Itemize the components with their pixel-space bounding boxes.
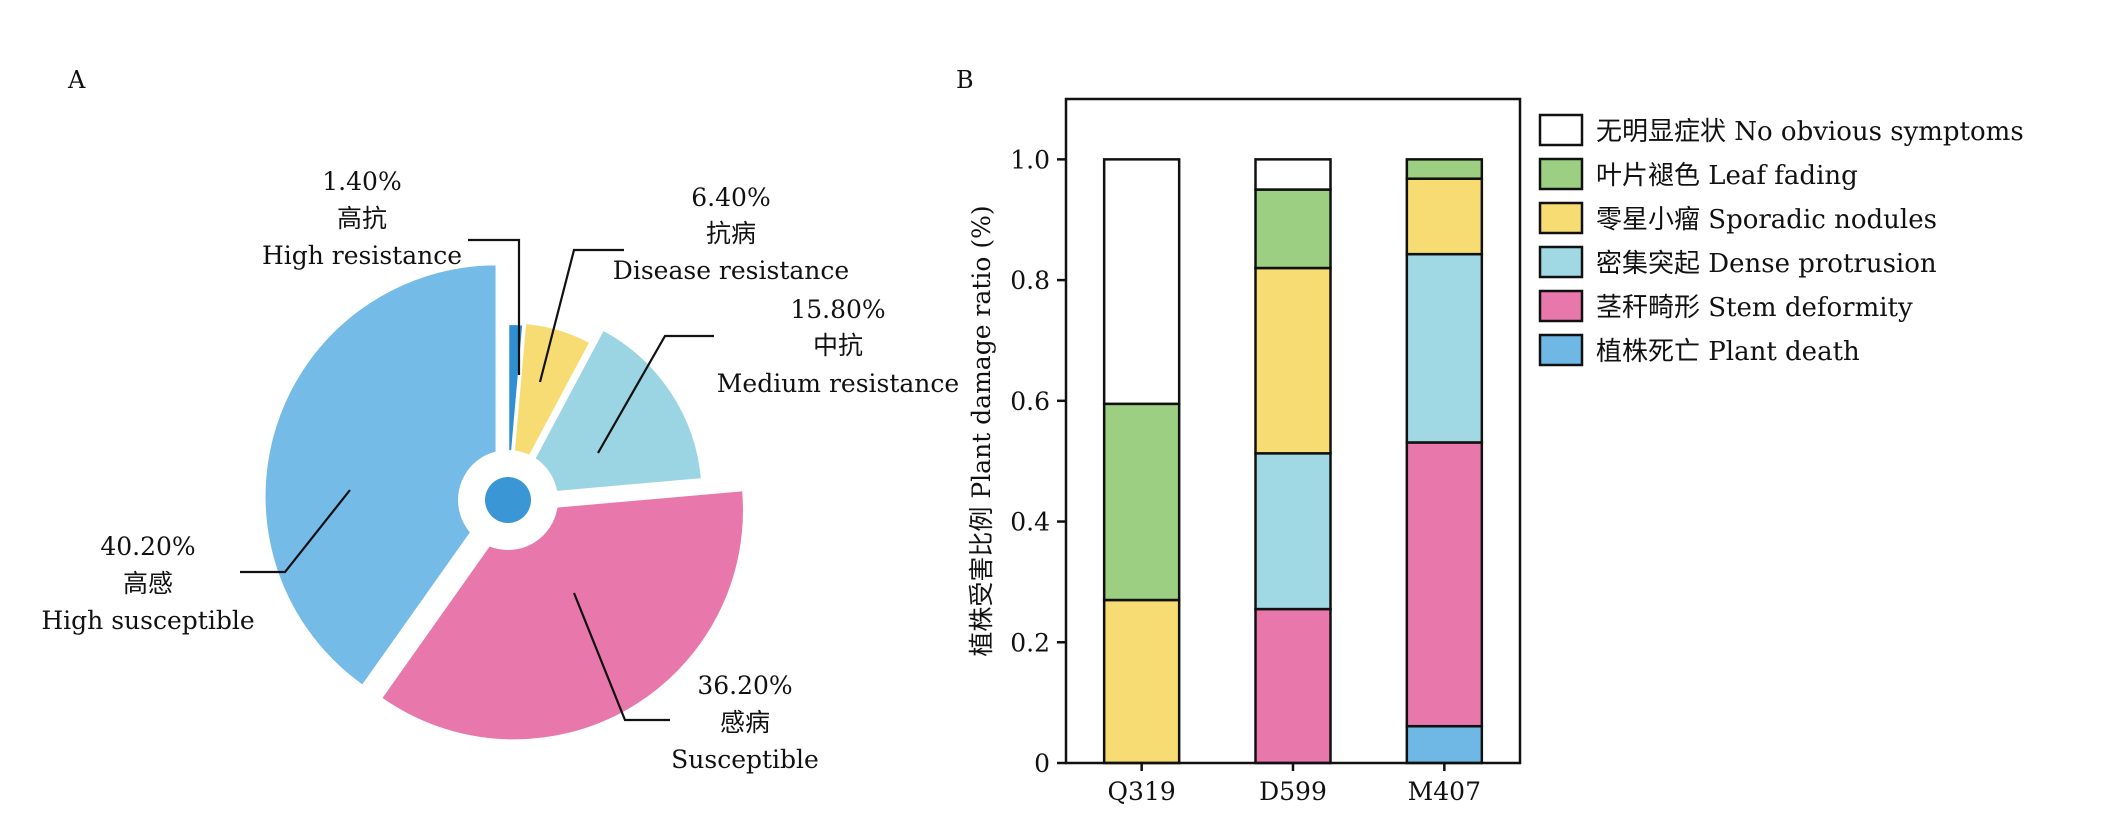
pie-label-medium-resistance: 15.80% 中抗 Medium resistance (717, 295, 959, 398)
pie-label-percent: 6.40% (691, 183, 770, 212)
pie-slice-susceptible (379, 489, 745, 742)
bar-segment (1254, 266, 1332, 455)
bar-segment (1405, 177, 1484, 256)
leader-line-disease-resistance (538, 248, 624, 383)
panel-a-label: A (67, 66, 86, 94)
y-axis-label: 植株受害比例 Plant damage ratio (%) (967, 205, 996, 656)
pie-label-zh: 感病 (720, 708, 770, 737)
pie-slice-medium-resistance (512, 328, 704, 497)
pie-label-zh: 高抗 (337, 204, 387, 233)
bar-segment (1405, 724, 1484, 765)
legend-label: 无明显症状 No obvious symptoms (1596, 117, 2024, 147)
leader-line-high-resistance (468, 238, 521, 375)
bar-segment (1102, 402, 1181, 602)
legend-swatch (1538, 245, 1584, 279)
pie-slices (263, 263, 745, 742)
legend-swatch (1538, 157, 1584, 191)
bar-segment (1405, 158, 1484, 180)
leader-line-medium-resistance (597, 334, 714, 454)
legend-label: 密集突起 Dense protrusion (1596, 249, 1937, 279)
legend: 无明显症状 No obvious symptoms 叶片褪色 Leaf fadin… (1538, 113, 2024, 367)
bar-segment (1102, 598, 1181, 765)
pie-leader-lines (240, 238, 714, 722)
bar-segment (1254, 607, 1332, 765)
pie-label-percent: 15.80% (790, 295, 885, 324)
pie-labels: 1.40% 高抗 High resistance 6.40% 抗病 Diseas… (41, 167, 959, 774)
y-tick-label: 0.4 (1010, 508, 1050, 537)
pie-label-en: Disease resistance (613, 256, 849, 285)
legend-label: 茎秆畸形 Stem deformity (1596, 293, 1913, 323)
y-tick-label: 0.2 (1010, 628, 1050, 657)
pie-label-en: Medium resistance (717, 369, 959, 398)
pie-label-percent: 40.20% (100, 532, 195, 561)
pie-center-dot (485, 477, 531, 523)
legend-label: 零星小瘤 Sporadic nodules (1596, 205, 1937, 235)
legend-swatch (1538, 201, 1584, 235)
x-tick-label: Q319 (1108, 777, 1176, 806)
y-axis: 0 0.2 0.4 0.6 0.8 1.0 (1010, 145, 1066, 778)
bar-segment (1102, 158, 1181, 406)
bar-segment (1254, 188, 1332, 270)
pie-label-high-resistance: 1.40% 高抗 High resistance (262, 167, 462, 270)
y-tick-label: 0 (1034, 749, 1050, 778)
bar-segment (1254, 452, 1332, 611)
bar-segment (1254, 158, 1332, 191)
x-tick-label: M407 (1408, 777, 1481, 806)
legend-swatch (1538, 113, 1584, 147)
x-tick-label: D599 (1259, 777, 1327, 806)
pie-label-zh: 高感 (123, 569, 173, 598)
pie-label-zh: 中抗 (813, 331, 863, 360)
pie-label-zh: 抗病 (706, 219, 756, 248)
y-tick-label: 1.0 (1010, 145, 1050, 174)
x-axis: Q319 D599 M407 (1108, 763, 1481, 806)
bar-segment (1405, 441, 1484, 728)
pie-label-disease-resistance: 6.40% 抗病 Disease resistance (613, 183, 849, 285)
y-tick-label: 0.6 (1010, 387, 1050, 416)
pie-label-high-susceptible: 40.20% 高感 High susceptible (41, 532, 254, 635)
y-tick-label: 0.8 (1010, 266, 1050, 295)
pie-slice-disease-resistance (509, 321, 592, 493)
leader-line-susceptible (572, 592, 670, 722)
legend-label: 叶片褪色 Leaf fading (1596, 161, 1858, 191)
pie-label-percent: 36.20% (697, 671, 792, 700)
pie-chart-panel: A 1.40% 高抗 High resistance 6.40% 抗病 Dise… (41, 66, 959, 774)
panel-b-label: B (956, 66, 974, 94)
stacked-bars (1102, 158, 1484, 765)
legend-swatch (1538, 289, 1584, 323)
legend-label: 植株死亡 Plant death (1596, 337, 1860, 367)
bar-segment (1405, 252, 1484, 444)
pie-label-percent: 1.40% (322, 167, 401, 196)
pie-label-en: Susceptible (671, 745, 819, 774)
stacked-bar-chart-panel: B 0 0.2 0.4 0.6 0.8 1.0 Q319 D599 M407 植株受害比例 P… (956, 66, 2024, 806)
pie-label-susceptible: 36.20% 感病 Susceptible (671, 671, 819, 774)
pie-label-en: High resistance (262, 241, 462, 270)
pie-label-en: High susceptible (41, 606, 254, 635)
pie-slice-high-susceptible (263, 263, 498, 688)
legend-swatch (1538, 333, 1584, 367)
leader-line-high-susceptible (240, 489, 351, 574)
